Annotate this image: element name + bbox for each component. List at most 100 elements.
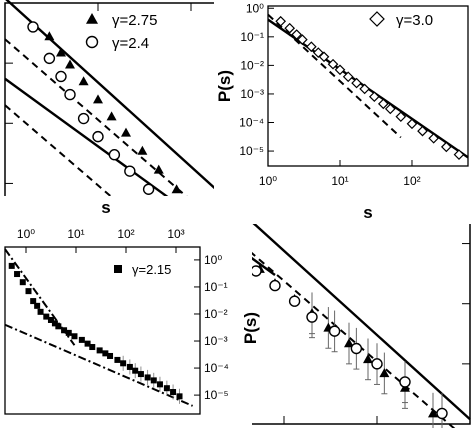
data-point bbox=[120, 127, 131, 137]
data-point bbox=[25, 288, 32, 295]
data-point bbox=[417, 125, 428, 137]
x-tick-label: 10³ bbox=[167, 227, 184, 241]
y-tick-label: 10⁻² bbox=[204, 307, 228, 321]
inset-legend: γ=2.15 bbox=[114, 262, 171, 277]
data-point bbox=[170, 389, 177, 396]
data-point bbox=[291, 29, 302, 40]
data-point bbox=[377, 98, 389, 110]
inset-legend: γ=3.0 bbox=[369, 11, 433, 29]
main-legend: γ=2.75 γ=2.4 bbox=[85, 12, 157, 52]
data-point bbox=[124, 165, 136, 177]
data-point bbox=[379, 368, 390, 378]
y-tick-label: 10⁰ bbox=[246, 1, 264, 15]
data-point bbox=[8, 262, 15, 269]
data-point bbox=[312, 47, 324, 58]
x-tick-label: 10² bbox=[403, 174, 420, 188]
data-point bbox=[30, 298, 37, 305]
legend-label: γ=2.15 bbox=[132, 262, 171, 277]
data-point bbox=[288, 295, 301, 307]
data-point bbox=[126, 363, 133, 370]
inset-background bbox=[2, 196, 252, 428]
data-point bbox=[163, 385, 170, 392]
data-point bbox=[153, 164, 164, 174]
legend-marker-circle bbox=[85, 35, 99, 49]
data-point bbox=[55, 323, 62, 330]
data-point bbox=[176, 393, 183, 400]
x-tick-label: 10¹ bbox=[331, 174, 348, 188]
data-point bbox=[344, 338, 355, 348]
y-tick-label: 10⁻¹ bbox=[240, 30, 264, 44]
data-point bbox=[142, 183, 155, 195]
data-point bbox=[342, 71, 354, 83]
data-point bbox=[44, 31, 55, 41]
data-point bbox=[436, 407, 448, 420]
data-point bbox=[334, 64, 346, 76]
data-point bbox=[43, 313, 50, 320]
data-point bbox=[428, 132, 440, 144]
series-0 bbox=[275, 15, 465, 160]
data-point bbox=[43, 52, 56, 65]
data-point bbox=[371, 358, 383, 370]
x-tick-label: 10² bbox=[117, 227, 134, 241]
data-point bbox=[64, 88, 76, 101]
data-point bbox=[296, 34, 308, 45]
data-point bbox=[171, 184, 182, 194]
y-tick-label: 10⁻⁴ bbox=[239, 116, 264, 130]
y-tick-label: 10⁻⁵ bbox=[239, 144, 264, 158]
legend-label: γ=3.0 bbox=[396, 12, 433, 29]
y-tick-label: 10⁻³ bbox=[204, 334, 228, 348]
y-tick-label: 10⁻⁴ bbox=[204, 361, 229, 375]
legend-marker-triangle bbox=[86, 13, 98, 24]
data-point bbox=[351, 77, 362, 89]
data-point bbox=[269, 279, 281, 292]
inset-background bbox=[214, 2, 472, 224]
data-point bbox=[137, 371, 144, 378]
data-point bbox=[77, 112, 90, 125]
data-point bbox=[61, 327, 68, 334]
data-point bbox=[71, 333, 78, 340]
data-point bbox=[156, 381, 163, 388]
data-point bbox=[107, 352, 114, 359]
data-point bbox=[406, 118, 418, 130]
legend-label: γ=2.75 bbox=[112, 12, 157, 29]
data-point bbox=[102, 350, 109, 357]
data-point bbox=[47, 316, 54, 323]
x-axis-label: s bbox=[101, 198, 110, 217]
data-point bbox=[120, 360, 127, 367]
data-point bbox=[384, 103, 396, 115]
data-point bbox=[284, 22, 296, 34]
data-point bbox=[150, 377, 157, 384]
data-point bbox=[306, 311, 318, 323]
data-point bbox=[137, 145, 148, 155]
y-tick-label: 10⁻⁵ bbox=[204, 388, 229, 402]
y-axis-label: P(s) bbox=[241, 312, 260, 344]
data-point bbox=[132, 367, 139, 374]
data-point bbox=[92, 130, 104, 143]
data-point bbox=[93, 94, 103, 104]
data-point bbox=[89, 344, 96, 351]
inset-frame bbox=[4, 246, 201, 415]
data-point bbox=[144, 374, 151, 381]
data-point bbox=[350, 342, 363, 355]
data-point bbox=[440, 141, 452, 153]
x-tick-label: 10⁰ bbox=[259, 174, 277, 188]
data-point bbox=[78, 336, 85, 343]
inset-frame bbox=[267, 5, 469, 167]
data-point bbox=[55, 47, 66, 57]
data-point bbox=[106, 111, 117, 121]
data-point bbox=[250, 265, 262, 277]
data-point bbox=[34, 302, 41, 309]
fit-line-2 bbox=[4, 38, 456, 428]
data-point bbox=[19, 279, 26, 286]
fit-line-0 bbox=[4, 323, 194, 407]
data-point bbox=[108, 149, 121, 161]
legend-marker-diamond bbox=[369, 11, 385, 27]
data-point bbox=[14, 271, 21, 278]
y-axis-label: P(s) bbox=[215, 70, 234, 102]
data-point bbox=[37, 308, 44, 315]
data-point bbox=[51, 320, 58, 327]
inset-bottom-left-plot: 10⁰ 10¹ 10² 10³ s 10⁰ 10⁻¹ 10⁻² 10⁻³ 10⁻⁴ 10⁻⁵ P(s)… bbox=[2, 196, 260, 428]
data-point bbox=[65, 59, 76, 69]
legend-marker-square bbox=[114, 265, 122, 273]
